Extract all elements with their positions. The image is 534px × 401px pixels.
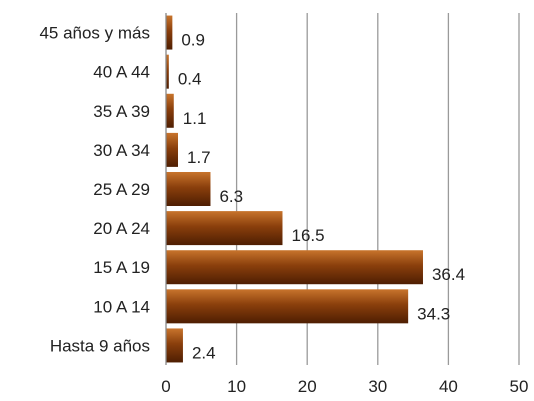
data-label: 2.4 bbox=[192, 343, 216, 362]
data-label: 34.3 bbox=[417, 304, 450, 323]
data-label: 16.5 bbox=[291, 226, 324, 245]
bar bbox=[166, 54, 169, 89]
bar bbox=[166, 328, 183, 363]
data-label: 0.9 bbox=[181, 31, 205, 50]
bar bbox=[166, 250, 423, 285]
x-tick-label: 40 bbox=[439, 377, 458, 396]
data-label: 0.4 bbox=[178, 70, 202, 89]
x-tick-label: 50 bbox=[510, 377, 529, 396]
category-label: 20 A 24 bbox=[93, 219, 150, 238]
x-tick-label: 10 bbox=[227, 377, 246, 396]
data-label: 1.7 bbox=[187, 148, 211, 167]
data-labels: 0.9 0.4 1.1 1.7 6.3 16.5 36.4 34.3 2.4 bbox=[178, 31, 465, 363]
x-tick-label: 20 bbox=[298, 377, 317, 396]
bar bbox=[166, 211, 283, 246]
bar bbox=[166, 93, 174, 128]
bar bbox=[166, 289, 409, 324]
category-label: 30 A 34 bbox=[93, 141, 150, 160]
category-label: 35 A 39 bbox=[93, 102, 150, 121]
bars bbox=[166, 15, 423, 363]
data-label: 36.4 bbox=[432, 265, 465, 284]
x-tick-label: 0 bbox=[161, 377, 170, 396]
category-label: 25 A 29 bbox=[93, 180, 150, 199]
category-label: 40 A 44 bbox=[93, 63, 150, 82]
bar bbox=[166, 15, 173, 50]
bar bbox=[166, 132, 179, 167]
bar bbox=[166, 172, 211, 206]
category-labels: 45 años y más 40 A 44 35 A 39 30 A 34 25 A 2… bbox=[39, 24, 150, 356]
category-label: 15 A 19 bbox=[93, 258, 150, 277]
data-label: 6.3 bbox=[219, 187, 243, 206]
category-label: 45 años y más bbox=[39, 24, 150, 43]
x-tick-label: 30 bbox=[368, 377, 387, 396]
category-label: Hasta 9 años bbox=[50, 336, 150, 355]
x-tick-labels: 0 10 20 30 40 50 bbox=[161, 377, 528, 396]
category-label: 10 A 14 bbox=[93, 297, 150, 316]
data-label: 1.1 bbox=[183, 109, 207, 128]
